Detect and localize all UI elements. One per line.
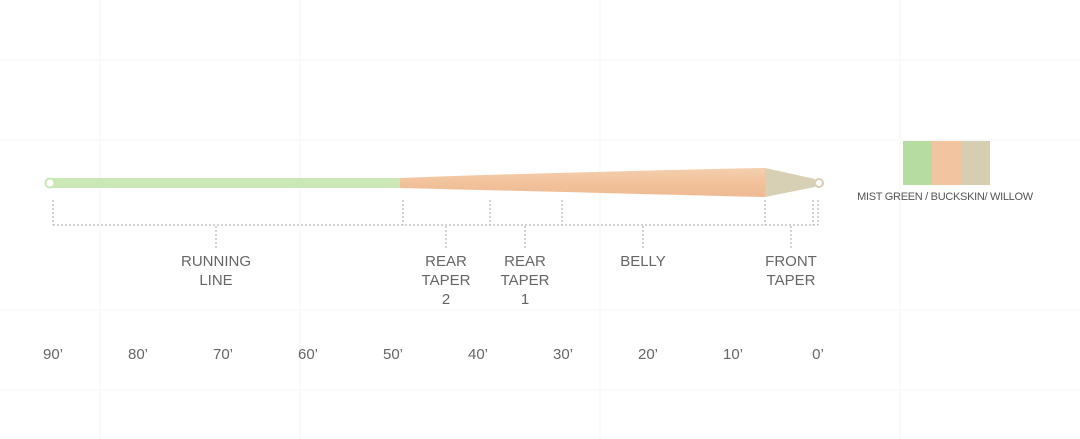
scale-label: 60’ <box>298 346 318 363</box>
scale-label: 20’ <box>638 346 658 363</box>
scale-label: 40’ <box>468 346 488 363</box>
color-swatch <box>932 141 961 185</box>
section-label: TAPER <box>501 272 550 289</box>
color-swatch <box>961 141 990 185</box>
length-scale: 90’ 80’ 70’ 60’ 50’ 40’ 30’ 20’ 10’ 0’ <box>43 346 824 363</box>
scale-label: 0’ <box>812 346 824 363</box>
section-label: TAPER <box>767 272 816 289</box>
section-label: LINE <box>199 272 232 289</box>
section-label: RUNNING <box>181 253 251 270</box>
front-taper <box>765 168 815 197</box>
section-label: 2 <box>442 291 450 308</box>
section-label: REAR <box>425 253 467 270</box>
scale-label: 10’ <box>723 346 743 363</box>
color-legend: MIST GREEN / BUCKSKIN/ WILLOW <box>857 141 1034 203</box>
fly-line <box>44 168 824 197</box>
head-taper <box>400 168 765 197</box>
scale-label: 90’ <box>43 346 63 363</box>
legend-label: MIST GREEN / BUCKSKIN/ WILLOW <box>857 191 1034 203</box>
color-swatch <box>903 141 932 185</box>
brackets <box>52 200 819 226</box>
scale-label: 30’ <box>553 346 573 363</box>
tip-loop <box>814 178 824 188</box>
section-label: REAR <box>504 253 546 270</box>
section-labels: RUNNING LINE REAR TAPER 2 REAR TAPER 1 BELLY FRON… <box>181 226 817 308</box>
section-label: FRONT <box>765 253 817 270</box>
section-label: TAPER <box>422 272 471 289</box>
running-line <box>52 178 402 188</box>
scale-label: 80’ <box>128 346 148 363</box>
line-loop <box>44 177 56 189</box>
section-label: BELLY <box>620 253 666 270</box>
scale-label: 70’ <box>213 346 233 363</box>
section-label: 1 <box>521 291 529 308</box>
scale-label: 50’ <box>383 346 403 363</box>
